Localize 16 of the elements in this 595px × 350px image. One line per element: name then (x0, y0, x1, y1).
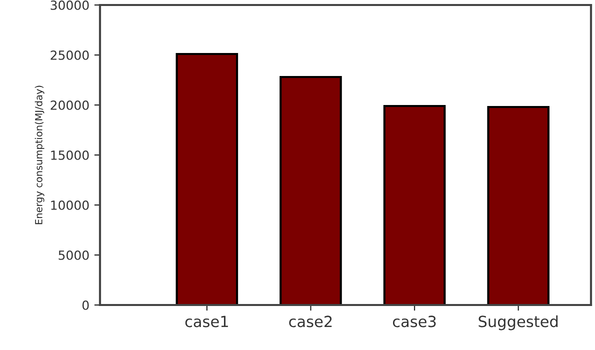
bar (176, 52, 238, 305)
y-tick-label: 30000 (50, 0, 89, 10)
y-tick-label: 5000 (58, 250, 89, 260)
y-tick-label: 10000 (51, 200, 89, 210)
x-tick-label: case3 (392, 316, 436, 328)
bar (487, 106, 550, 305)
x-tick-label: Suggested (478, 315, 558, 330)
x-tick-label: case1 (185, 316, 228, 328)
bar (280, 76, 342, 305)
y-tick-label: 20000 (50, 100, 89, 110)
y-tick-label: 0 (82, 300, 89, 310)
bar (383, 104, 446, 305)
y-tick-label: 15000 (51, 150, 89, 160)
y-tick-label: 25000 (50, 50, 89, 60)
x-tick-label: case2 (289, 316, 332, 328)
y-axis-title: Energy consumption(MJ/day) (34, 86, 44, 224)
